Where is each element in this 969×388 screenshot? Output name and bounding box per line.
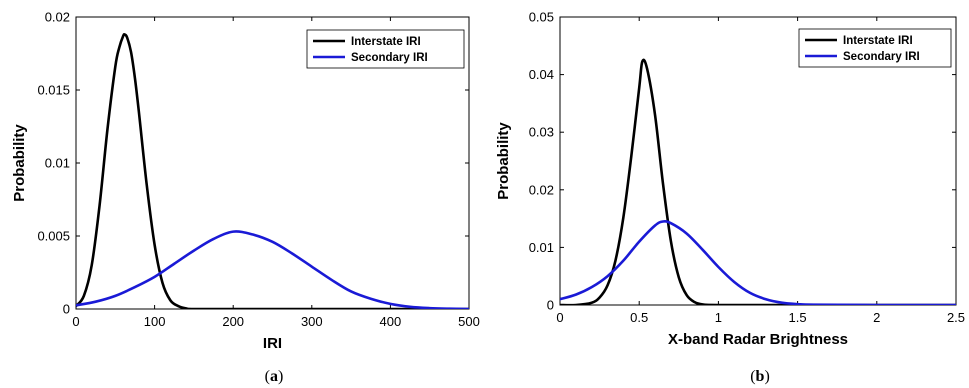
y-tick-label: 0.02 — [45, 10, 70, 25]
series-line-2 — [76, 230, 469, 309]
legend-entry: Interstate IRI — [843, 35, 913, 47]
x-axis-label: X-band Radar Brightness — [668, 331, 848, 348]
legend-entry: Secondary IRI — [351, 52, 428, 64]
y-tick-label: 0.05 — [529, 10, 554, 25]
x-tick-label: 500 — [458, 314, 480, 329]
y-tick-label: 0.02 — [529, 182, 554, 197]
x-tick-label: 0 — [556, 310, 563, 325]
chart-panel-1: 0 100 200 300 400 500 0 0.005 0.01 0.015 0.02 IRI Pr… — [11, 10, 480, 386]
x-tick-label: 1 — [715, 310, 722, 325]
x-axis-label: IRI — [263, 335, 282, 352]
y-tick-label: 0.005 — [37, 229, 70, 244]
x-tick-label: 300 — [301, 314, 323, 329]
legend: Interstate IRI Secondary IRI — [306, 29, 465, 69]
x-tick-label: 2 — [873, 310, 880, 325]
series-line-1 — [560, 58, 956, 305]
y-tick-label: 0 — [63, 302, 70, 317]
legend-box — [306, 29, 465, 69]
legend-box — [798, 28, 952, 68]
x-tick-label: 200 — [222, 314, 244, 329]
y-tick-label: 0.01 — [529, 240, 554, 255]
x-tick-label: 100 — [144, 314, 166, 329]
x-tick-label: 400 — [380, 314, 402, 329]
y-tick-label: 0.04 — [529, 67, 554, 82]
series-line-1 — [76, 33, 469, 309]
legend-entry: Secondary IRI — [843, 51, 920, 63]
legend-entry: Interstate IRI — [351, 36, 421, 48]
y-tick-label: 0.015 — [37, 83, 70, 98]
x-tick-label: 2.5 — [947, 310, 965, 325]
series-line-2 — [560, 220, 956, 305]
y-tick-label: 0 — [547, 298, 554, 313]
x-tick-label: 0 — [72, 314, 79, 329]
y-tick-label: 0.03 — [529, 125, 554, 140]
legend: Interstate IRI Secondary IRI — [798, 28, 952, 68]
y-axis-label: Probability — [495, 122, 512, 200]
panel-label: (b) — [750, 368, 770, 385]
panel-label: (a) — [265, 368, 284, 385]
chart-panel-2: 0 0.5 1 1.5 2 2.5 0 0.01 0.02 0.03 0.04 0.05 X-band … — [495, 10, 965, 386]
x-tick-label: 0.5 — [630, 310, 648, 325]
x-tick-label: 1.5 — [789, 310, 807, 325]
y-axis-label: Probability — [11, 124, 28, 202]
y-tick-label: 0.01 — [45, 156, 70, 171]
